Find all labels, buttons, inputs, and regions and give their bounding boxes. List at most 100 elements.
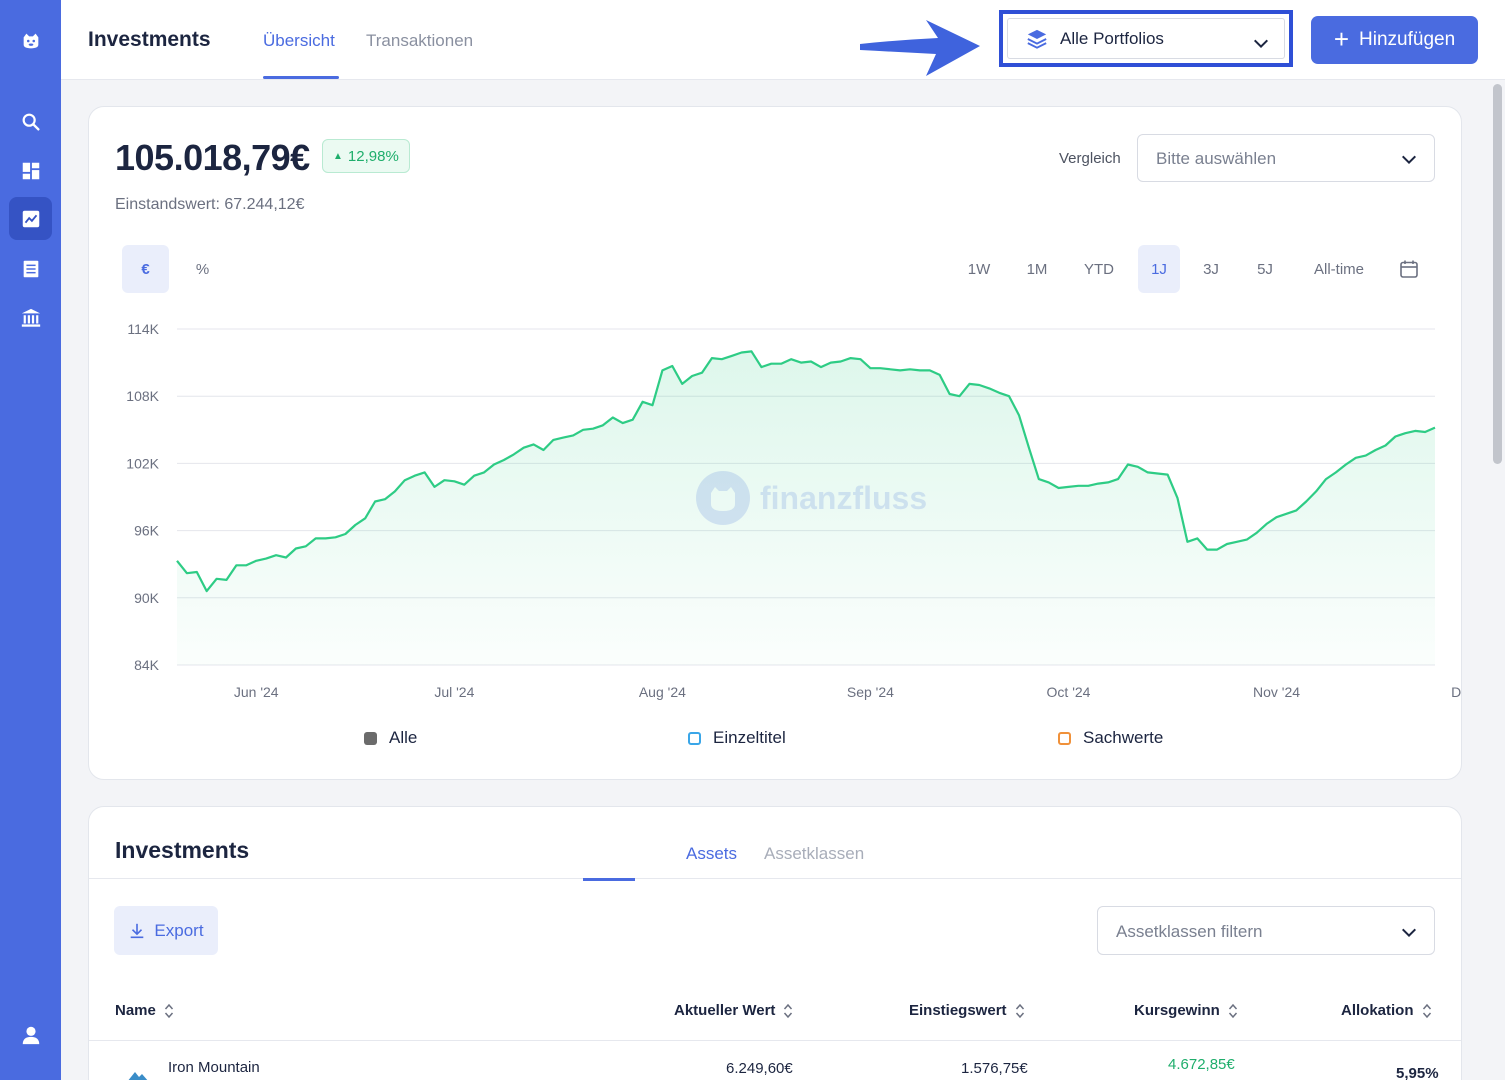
- investments-title: Investments: [115, 837, 250, 863]
- tab-overview[interactable]: Übersicht: [263, 31, 335, 50]
- export-label: Export: [154, 920, 204, 940]
- range-ytd-button[interactable]: YTD: [1084, 260, 1114, 278]
- column-header-label: Einstiegswert: [909, 1002, 1007, 1019]
- range-3j-button[interactable]: 3J: [1203, 260, 1219, 278]
- x-tick-label: Oct '24: [1047, 684, 1091, 700]
- scrollbar-thumb[interactable]: [1493, 84, 1502, 464]
- active-tab-indicator: [583, 878, 635, 881]
- legend-label: Einzeltitel: [713, 728, 786, 747]
- add-button-label: Hinzufügen: [1359, 29, 1456, 50]
- y-tick-label: 96K: [134, 523, 160, 539]
- tab-transactions[interactable]: Transaktionen: [366, 31, 474, 50]
- y-tick-label: 114K: [127, 321, 159, 337]
- sort-icon: [784, 1003, 793, 1018]
- range-1m-button[interactable]: 1M: [1026, 260, 1048, 278]
- top-bar: Investments Übersicht Transaktionen Alle…: [61, 0, 1505, 80]
- performance-value: 12,98%: [347, 147, 399, 165]
- triangle-up-icon: ▲: [333, 150, 343, 162]
- sort-icon: [1422, 1003, 1431, 1018]
- user-icon[interactable]: [9, 1013, 52, 1056]
- range-1w-button[interactable]: 1W: [967, 260, 991, 278]
- assetclass-filter-select[interactable]: Assetklassen filtern: [1097, 906, 1435, 955]
- tab-assetklassen[interactable]: Assetklassen: [764, 844, 865, 863]
- tab-assets[interactable]: Assets: [686, 844, 738, 863]
- divider: [89, 878, 1461, 879]
- download-icon: [131, 923, 144, 938]
- y-tick-label: 108K: [126, 388, 159, 404]
- y-tick-label: 90K: [134, 590, 160, 606]
- series-area-alle: [177, 351, 1435, 665]
- legend-swatch: [364, 731, 377, 745]
- legend-item-einzeltitel[interactable]: Einzeltitel: [688, 728, 786, 748]
- column-header-entry-value[interactable]: Einstiegswert: [909, 1002, 1025, 1019]
- asset-allocation: 5,95%: [1396, 1065, 1439, 1080]
- dashboard-icon[interactable]: [9, 149, 52, 192]
- x-tick-label: Sep '24: [847, 684, 894, 700]
- unit-euro-button[interactable]: €: [122, 245, 169, 293]
- y-tick-label: 84K: [134, 657, 160, 673]
- investments-card: Investments Assets Assetklassen Export A…: [88, 806, 1462, 1080]
- legend-swatch: [688, 731, 701, 745]
- mountain-logo-icon: [128, 1072, 148, 1080]
- column-header-name[interactable]: Name: [115, 1002, 174, 1019]
- page-title: Investments: [88, 28, 211, 51]
- compare-select-placeholder: Bitte auswählen: [1156, 149, 1277, 168]
- x-tick-label: Dec '24: [1451, 684, 1461, 700]
- chevron-down-icon: [1401, 928, 1417, 938]
- asset-entry-value: 1.576,75€: [961, 1060, 1028, 1077]
- chart-icon[interactable]: [9, 197, 52, 240]
- range-1j-button[interactable]: 1J: [1138, 245, 1180, 293]
- asset-name: Iron Mountain: [168, 1059, 260, 1076]
- portfolio-chart-card: 105.018,79€ ▲ 12,98% Einstandswert: 67.2…: [88, 106, 1462, 780]
- legend-label: Alle: [389, 728, 418, 747]
- export-button[interactable]: Export: [114, 906, 218, 955]
- cost-basis: Einstandswert: 67.244,12€: [115, 196, 305, 213]
- filter-placeholder: Assetklassen filtern: [1116, 922, 1263, 941]
- legend-label: Sachwerte: [1083, 728, 1164, 747]
- active-tab-indicator: [263, 76, 339, 79]
- plus-icon: +: [1333, 24, 1350, 54]
- asset-gain: 4.672,85€: [1168, 1056, 1235, 1073]
- legend-swatch: [1058, 731, 1071, 745]
- portfolio-line-chart[interactable]: 114K 108K 102K 96K 90K 84K Jun '24 Jul '24 Aug '…: [89, 307, 1461, 717]
- portfolio-select-value: Alle Portfolios: [1060, 28, 1164, 48]
- range-alltime-button[interactable]: All-time: [1313, 260, 1364, 278]
- chevron-down-icon: [1401, 155, 1417, 165]
- total-value: 105.018,79€: [115, 137, 310, 178]
- range-5j-button[interactable]: 5J: [1257, 260, 1273, 278]
- x-tick-label: Jun '24: [234, 684, 279, 700]
- divider: [89, 1040, 1461, 1041]
- compare-select[interactable]: Bitte auswählen: [1137, 134, 1435, 182]
- arrow-annotation-icon: [860, 20, 980, 76]
- search-icon[interactable]: [9, 100, 52, 143]
- unit-percent-button[interactable]: %: [195, 260, 210, 278]
- x-tick-label: Nov '24: [1253, 684, 1300, 700]
- sort-icon: [1015, 1003, 1024, 1018]
- sidebar: [0, 0, 61, 1080]
- column-header-current-value[interactable]: Aktueller Wert: [674, 1002, 793, 1019]
- column-header-allocation[interactable]: Allokation: [1341, 1002, 1432, 1019]
- series-line-alle: [176, 350, 1436, 593]
- list-icon[interactable]: [9, 247, 52, 290]
- column-header-label: Name: [115, 1002, 156, 1019]
- x-tick-label: Jul '24: [434, 684, 474, 700]
- column-header-gain[interactable]: Kursgewinn: [1134, 1002, 1238, 1019]
- y-tick-label: 102K: [126, 455, 159, 471]
- add-button[interactable]: + Hinzufügen: [1311, 16, 1478, 64]
- layers-icon: [1027, 29, 1047, 49]
- column-header-label: Aktueller Wert: [674, 1002, 776, 1019]
- logo-icon[interactable]: [9, 19, 52, 62]
- calendar-icon[interactable]: [1389, 245, 1429, 293]
- sort-icon: [164, 1003, 173, 1018]
- chevron-down-icon: [1253, 39, 1269, 49]
- legend-item-alle[interactable]: Alle: [364, 728, 417, 748]
- portfolio-select[interactable]: Alle Portfolios: [999, 10, 1293, 67]
- legend-item-sachwerte[interactable]: Sachwerte: [1058, 728, 1163, 748]
- bank-icon[interactable]: [9, 296, 52, 339]
- compare-label: Vergleich: [1059, 150, 1121, 167]
- column-header-label: Allokation: [1341, 1002, 1414, 1019]
- asset-current-value: 6.249,60€: [726, 1060, 793, 1077]
- column-header-label: Kursgewinn: [1134, 1002, 1220, 1019]
- x-tick-label: Aug '24: [639, 684, 686, 700]
- sort-icon: [1228, 1003, 1237, 1018]
